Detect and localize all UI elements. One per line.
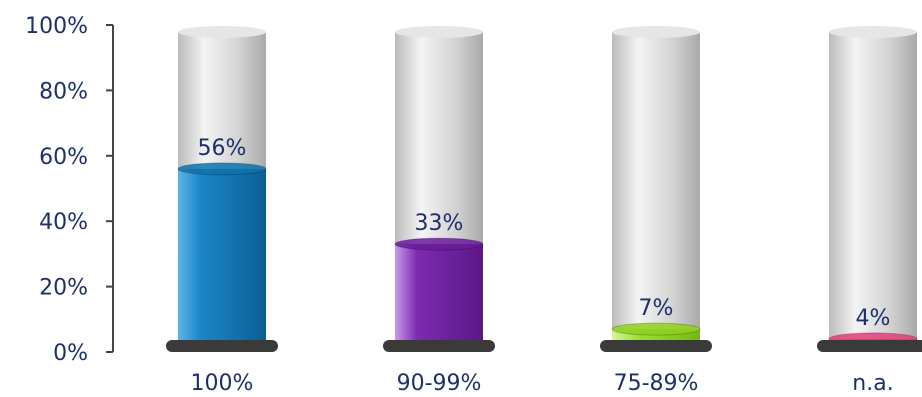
bar-group: 33% (383, 26, 495, 352)
bar-track-top (612, 26, 700, 38)
category-label: 100% (191, 371, 254, 396)
data-label: 33% (415, 211, 464, 236)
bar-group: 4% (817, 26, 922, 352)
x-axis-category-labels: 100% 90-99% 75-89% n.a. (191, 371, 894, 396)
bar-group: 56% (166, 26, 278, 352)
y-tick-label: 40% (39, 210, 88, 235)
y-tick-label: 60% (39, 145, 88, 170)
y-tick-label: 0% (53, 341, 88, 366)
category-label: 90-99% (397, 371, 482, 396)
bar-top-cap (611, 322, 701, 336)
data-label: 4% (856, 306, 891, 331)
bar-track (612, 32, 700, 352)
bar-top-cap (394, 237, 484, 251)
bar-base (383, 340, 495, 352)
bar-top-cap (177, 162, 267, 176)
bar-track-top (395, 26, 483, 38)
bar-series: 56% 33% 7% 4% (166, 26, 922, 352)
y-tick-label: 100% (25, 14, 88, 39)
bar (178, 168, 266, 352)
bar-base (600, 340, 712, 352)
category-label: n.a. (852, 371, 893, 396)
y-tick-label: 80% (39, 79, 88, 104)
bar-base (817, 340, 922, 352)
data-label: 56% (198, 136, 247, 161)
data-label: 7% (639, 296, 674, 321)
bar-group: 7% (600, 26, 712, 352)
bar-track-top (178, 26, 266, 38)
category-label: 75-89% (614, 371, 699, 396)
y-axis-ticks: 0% 20% 40% 60% 80% 100% (25, 14, 113, 366)
bar (395, 244, 483, 352)
bar-track-top (829, 26, 917, 38)
y-tick-label: 20% (39, 276, 88, 301)
bar-base (166, 340, 278, 352)
bar-track (829, 32, 917, 352)
